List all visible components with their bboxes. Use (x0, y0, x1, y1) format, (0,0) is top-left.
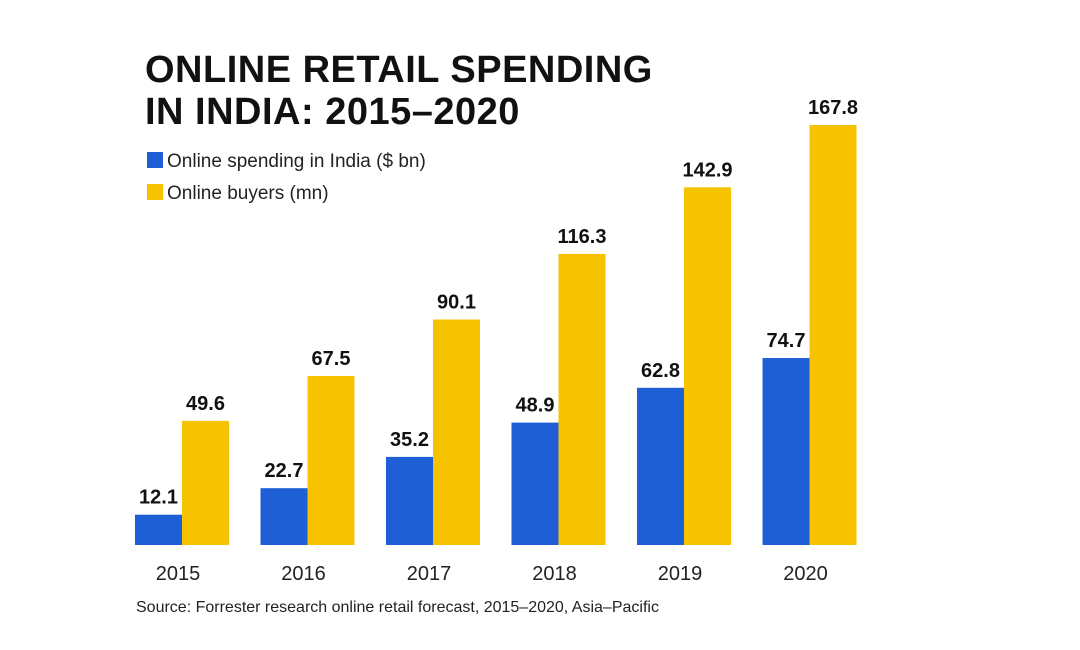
value-label-buyers-2019: 142.9 (682, 159, 732, 181)
value-label-buyers-2020: 167.8 (808, 97, 858, 119)
bar-buyers-2017 (433, 319, 480, 545)
bar-buyers-2015 (182, 420, 229, 545)
bar-group (135, 125, 857, 546)
bar-buyers-2018 (558, 253, 606, 546)
chart-title-line-1: ONLINE RETAIL SPENDING (145, 49, 653, 91)
bar-spending-2016 (260, 488, 308, 545)
bar-spending-2019 (637, 387, 684, 545)
legend: Online spending in India ($ bn) Online b… (147, 151, 426, 204)
value-labels: 12.1 49.6 22.7 67.5 35.2 90.1 48.9 116.3 62.8 142… (139, 97, 858, 509)
legend-swatch-buyers (147, 184, 163, 200)
value-label-spending-2020: 74.7 (767, 330, 806, 352)
x-tick-label-2017: 2017 (407, 563, 452, 585)
value-label-spending-2015: 12.1 (139, 487, 178, 509)
legend-label-buyers: Online buyers (mn) (167, 183, 329, 204)
bar-buyers-2016 (307, 376, 355, 545)
x-axis-tick-labels: 2015 2016 2017 2018 2019 2020 (156, 563, 828, 585)
x-tick-label-2016: 2016 (281, 563, 326, 585)
bar-spending-2017 (386, 456, 433, 545)
value-label-spending-2016: 22.7 (265, 460, 304, 482)
value-label-buyers-2015: 49.6 (186, 393, 225, 415)
x-tick-label-2015: 2015 (156, 563, 201, 585)
x-tick-label-2018: 2018 (532, 563, 577, 585)
value-label-spending-2017: 35.2 (390, 429, 429, 451)
x-tick-label-2020: 2020 (783, 563, 828, 585)
legend-label-spending: Online spending in India ($ bn) (167, 151, 426, 172)
value-label-spending-2018: 48.9 (516, 395, 555, 417)
bar-spending-2020 (762, 358, 810, 545)
value-label-buyers-2018: 116.3 (558, 226, 607, 248)
value-label-buyers-2016: 67.5 (312, 348, 351, 370)
source-note: Source: Forrester research online retail… (136, 599, 659, 616)
chart-title-line-2: IN INDIA: 2015–2020 (145, 91, 520, 133)
bar-buyers-2020 (809, 125, 857, 545)
x-tick-label-2019: 2019 (658, 563, 703, 585)
value-label-buyers-2017: 90.1 (437, 291, 476, 313)
bar-spending-2015 (135, 514, 182, 545)
bar-spending-2018 (511, 422, 559, 545)
legend-swatch-spending (147, 152, 163, 168)
bar-buyers-2019 (684, 187, 731, 545)
value-label-spending-2019: 62.8 (641, 360, 680, 382)
